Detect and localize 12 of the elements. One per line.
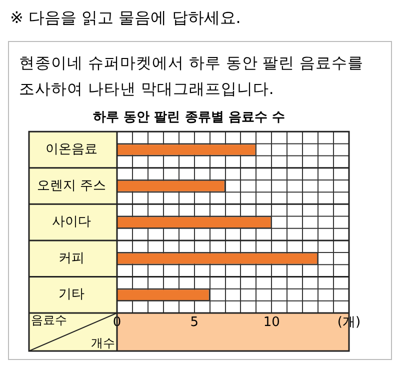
y-tick-label: 커피 xyxy=(58,250,84,266)
y-tick-label: 이온음료 xyxy=(45,142,98,158)
y-tick-label: 사이다 xyxy=(52,214,91,230)
text: ※ 다음을 읽고 물음에 답하세요. xyxy=(10,8,242,29)
x-tick-label: 10 xyxy=(263,315,280,330)
text: 현종이네 슈퍼마켓에서 하루 동안 팔린 음료수를 조사하여 나타낸 막대그래프입니다. xyxy=(19,53,365,100)
x-tick-label: 5 xyxy=(190,315,198,330)
y-axis-title: 음료수 xyxy=(31,313,67,328)
chart-title: 하루 동안 팔린 종류별 음료수 수 xyxy=(93,110,285,126)
x-axis-title: 개수 xyxy=(91,336,115,350)
y-tick-label: 기타 xyxy=(58,287,84,302)
y-tick-label: 오렌지 주스 xyxy=(36,178,106,194)
